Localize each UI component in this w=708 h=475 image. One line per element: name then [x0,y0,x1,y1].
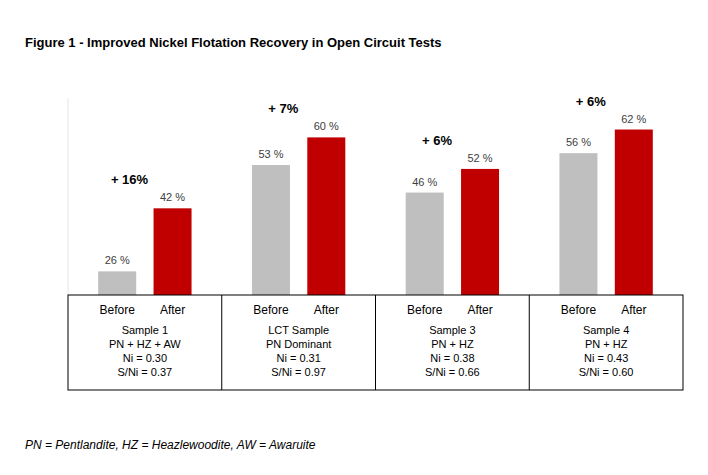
category-detail: S/Ni = 0.97 [271,366,326,378]
category-detail: S/Ni = 0.66 [425,366,480,378]
series-label: Before [253,303,289,317]
category-detail: S/Ni = 0.37 [118,366,173,378]
bar [559,153,597,295]
category-detail: PN + HZ [431,338,474,350]
category-divider [529,295,530,390]
category-divider [375,295,376,390]
category-detail: PN + HZ + AW [109,338,181,350]
category-label: LCT Sample [268,324,329,336]
value-axis-line [68,98,69,295]
difference-label: + 16% [111,172,149,187]
difference-label: + 6% [422,133,452,148]
category-detail: Ni = 0.31 [276,352,320,364]
category-divider [221,295,222,390]
category-detail: PN + HZ [585,338,628,350]
bar [98,271,136,295]
series-label: After [314,303,339,317]
category-label: Sample 1 [122,324,168,336]
data-label: 46 % [412,176,437,188]
category-detail: PN Dominant [266,338,331,350]
data-label: 56 % [566,136,591,148]
category-detail: Ni = 0.30 [123,352,167,364]
category-detail: Ni = 0.43 [584,352,628,364]
bar [615,130,653,295]
series-label: Before [100,303,136,317]
chart: Figure 1 - Improved Nickel Flotation Rec… [0,0,708,475]
category-detail: S/Ni = 0.60 [579,366,634,378]
footnote: PN = Pentlandite, HZ = Heazlewoodite, AW… [25,438,316,452]
bars [98,130,653,295]
category-label: Sample 4 [583,324,629,336]
data-label: 60 % [314,120,339,132]
series-label: After [160,303,185,317]
category-label: Sample 3 [429,324,475,336]
category-table [68,295,683,390]
bar [252,165,290,295]
title: Figure 1 - Improved Nickel Flotation Rec… [25,35,442,50]
data-label: 62 % [621,113,646,125]
series-label: After [621,303,646,317]
data-label: 52 % [468,152,493,164]
bar [406,193,444,295]
data-label: 26 % [105,254,130,266]
bar [461,169,499,295]
category-detail: Ni = 0.38 [430,352,474,364]
series-label: Before [561,303,597,317]
difference-label: + 7% [268,101,298,116]
series-label: After [467,303,492,317]
bar [154,208,192,295]
difference-label: + 6% [576,94,606,109]
series-label: Before [407,303,443,317]
data-label: 53 % [258,148,283,160]
bar [307,137,345,295]
data-label: 42 % [160,191,185,203]
